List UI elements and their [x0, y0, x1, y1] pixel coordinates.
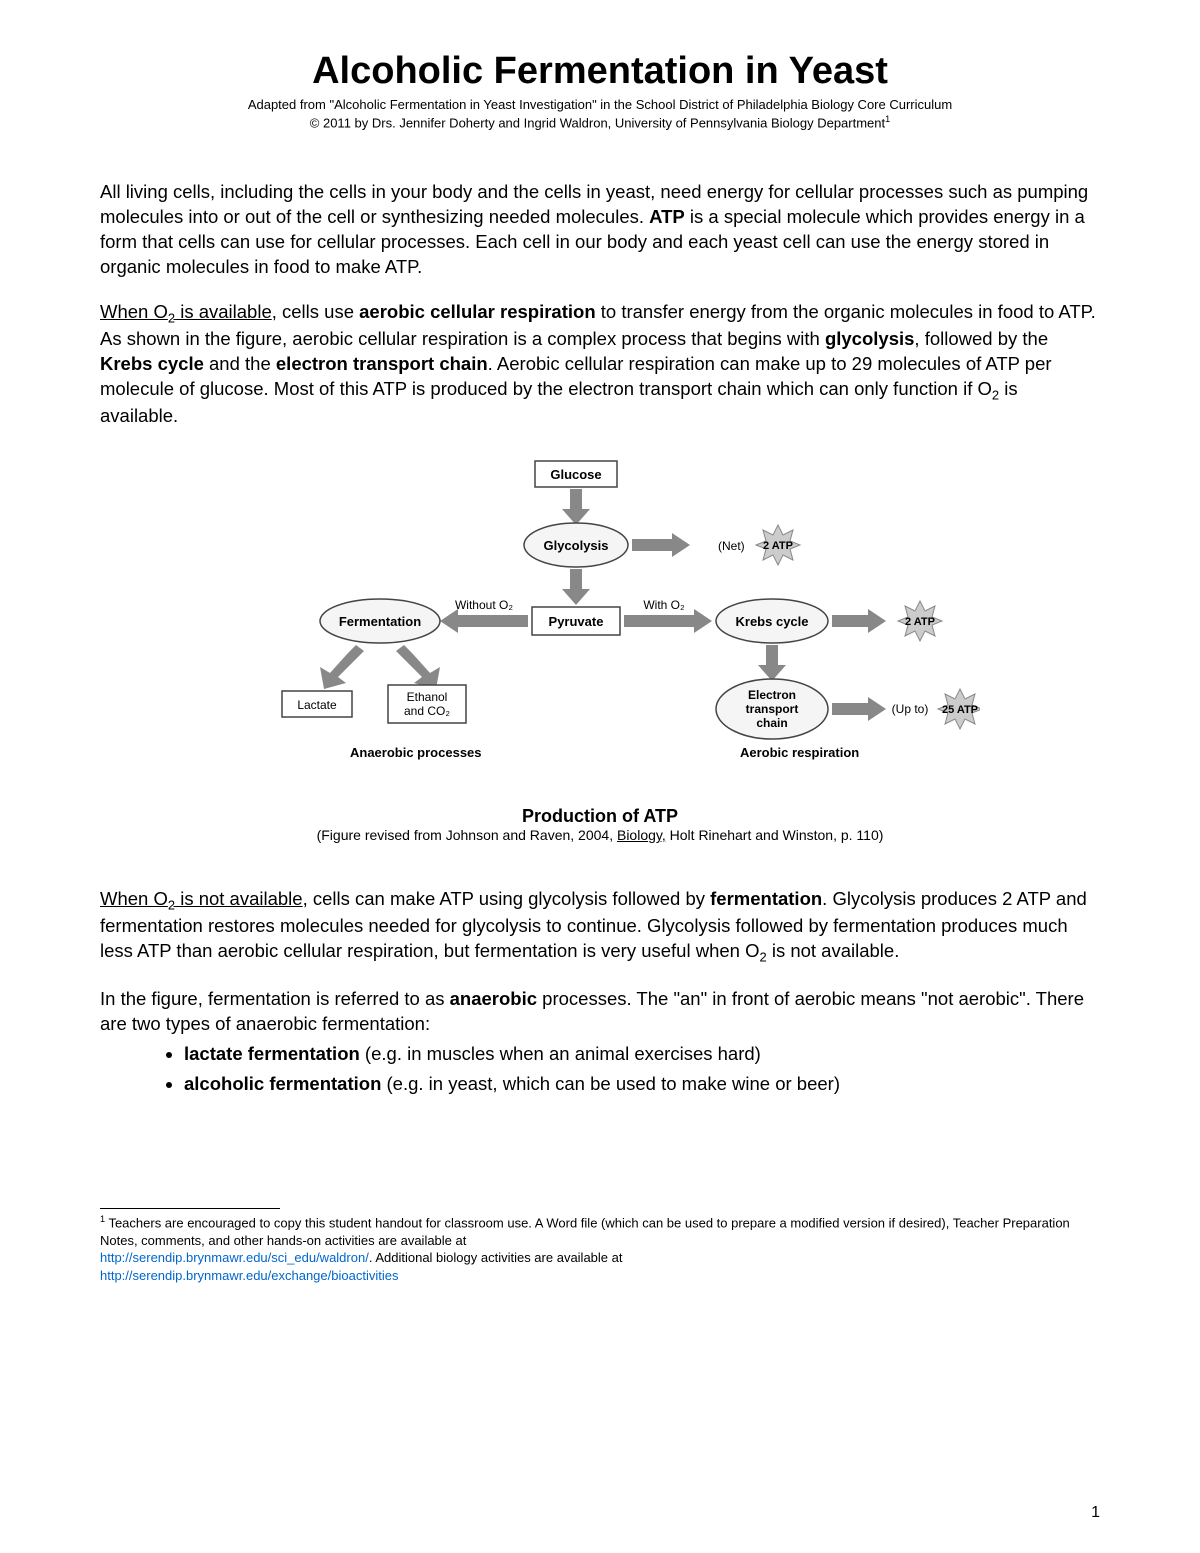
p2-a: , cells use — [272, 301, 359, 322]
p2-lead: When O2 is available — [100, 301, 272, 322]
arrow-down-2 — [562, 569, 590, 605]
bullet-2: alcoholic fermentation (e.g. in yeast, w… — [184, 1070, 1100, 1098]
figure-caption: (Figure revised from Johnson and Raven, … — [100, 827, 1100, 843]
glucose-label: Glucose — [550, 467, 601, 482]
p3-a: , cells can make ATP using glycolysis fo… — [303, 888, 711, 909]
p4-a: In the figure, fermentation is referred … — [100, 988, 450, 1009]
figure: Glucose Glycolysis (Net) 2 ATP Pyruvate … — [100, 453, 1100, 843]
etc-label-3: chain — [756, 716, 787, 730]
paragraph-4: In the figure, fermentation is referred … — [100, 987, 1100, 1037]
without-o2-label: Without O₂ — [455, 598, 513, 612]
p3-c: is not available. — [767, 940, 900, 961]
arrow-down-1 — [562, 489, 590, 525]
b1-bold: lactate fermentation — [184, 1043, 360, 1064]
figcap-b: Holt Rinehart and Winston, p. 110) — [666, 827, 884, 843]
p3-lead: When O2 is not available — [100, 888, 303, 909]
bullet-list: lactate fermentation (e.g. in muscles wh… — [144, 1040, 1100, 1098]
p2-term3: Krebs cycle — [100, 353, 204, 374]
arrow-right-3 — [832, 609, 886, 633]
p3-lead-b: is not available — [175, 888, 303, 909]
footnote-ref: 1 — [885, 114, 890, 124]
arrow-right-1 — [632, 533, 690, 557]
with-o2-label: With O₂ — [643, 598, 685, 612]
subtitle-line2: © 2011 by Drs. Jennifer Doherty and Ingr… — [310, 115, 885, 130]
b2-bold: alcoholic fermentation — [184, 1073, 381, 1094]
ethanol-label-2: and CO₂ — [404, 704, 450, 718]
p4-term1: anaerobic — [450, 988, 537, 1009]
etc-label-1: Electron — [748, 688, 796, 702]
net-label: (Net) — [718, 539, 745, 553]
glycolysis-label: Glycolysis — [543, 538, 608, 553]
atp-diagram: Glucose Glycolysis (Net) 2 ATP Pyruvate … — [220, 453, 980, 793]
krebs-label: Krebs cycle — [736, 614, 809, 629]
p2-d: and the — [204, 353, 276, 374]
atp2b-label: 2 ATP — [905, 616, 935, 628]
paragraph-2: When O2 is available, cells use aerobic … — [100, 300, 1100, 429]
p2-lead-a: When O — [100, 301, 168, 322]
footnote-divider — [100, 1208, 280, 1209]
footnote-link-1[interactable]: http://serendip.brynmawr.edu/sci_edu/wal… — [100, 1250, 369, 1265]
page-title: Alcoholic Fermentation in Yeast — [100, 50, 1100, 93]
p2-term1: aerobic cellular respiration — [359, 301, 595, 322]
page-number: 1 — [1091, 1504, 1100, 1522]
arrow-right-2 — [624, 609, 712, 633]
figcap-u: Biology, — [617, 827, 666, 843]
p3-lead-a: When O — [100, 888, 168, 909]
figure-title: Production of ATP — [100, 806, 1100, 827]
ethanol-label-1: Ethanol — [407, 690, 448, 704]
lactate-label: Lactate — [297, 698, 337, 712]
footnote: 1 Teachers are encouraged to copy this s… — [100, 1213, 1100, 1285]
pyruvate-label: Pyruvate — [549, 614, 604, 629]
arrow-left — [440, 609, 528, 633]
p1-atp: ATP — [649, 206, 685, 227]
p2-term4: electron transport chain — [276, 353, 488, 374]
arrow-down-3 — [758, 645, 786, 681]
footnote-link-2[interactable]: http://serendip.brynmawr.edu/exchange/bi… — [100, 1268, 398, 1283]
anaerobic-label: Anaerobic processes — [350, 745, 482, 760]
footnote-b: . Additional biology activities are avai… — [369, 1250, 623, 1265]
aerobic-label: Aerobic respiration — [740, 745, 859, 760]
figcap-a: (Figure revised from Johnson and Raven, … — [317, 827, 617, 843]
p2-lead-b: is available — [175, 301, 272, 322]
arrow-right-4 — [832, 697, 886, 721]
etc-label-2: transport — [746, 702, 799, 716]
upto-label: (Up to) — [892, 702, 929, 716]
p2-term2: glycolysis — [825, 328, 914, 349]
subtitle-line1: Adapted from "Alcoholic Fermentation in … — [248, 97, 952, 112]
p2-c: , followed by the — [914, 328, 1048, 349]
atp2a-label: 2 ATP — [763, 540, 793, 552]
paragraph-1: All living cells, including the cells in… — [100, 180, 1100, 280]
page: Alcoholic Fermentation in Yeast Adapted … — [0, 0, 1200, 1550]
subtitle: Adapted from "Alcoholic Fermentation in … — [100, 97, 1100, 132]
arrow-diag-left — [320, 645, 364, 689]
arrow-diag-right — [396, 645, 440, 689]
fermentation-label: Fermentation — [339, 614, 421, 629]
atp25-label: 25 ATP — [942, 704, 978, 716]
footnote-a: Teachers are encouraged to copy this stu… — [100, 1215, 1070, 1248]
b1-rest: (e.g. in muscles when an animal exercise… — [360, 1043, 761, 1064]
p3-term1: fermentation — [710, 888, 822, 909]
bullet-1: lactate fermentation (e.g. in muscles wh… — [184, 1040, 1100, 1068]
paragraph-3: When O2 is not available, cells can make… — [100, 887, 1100, 966]
b2-rest: (e.g. in yeast, which can be used to mak… — [381, 1073, 840, 1094]
